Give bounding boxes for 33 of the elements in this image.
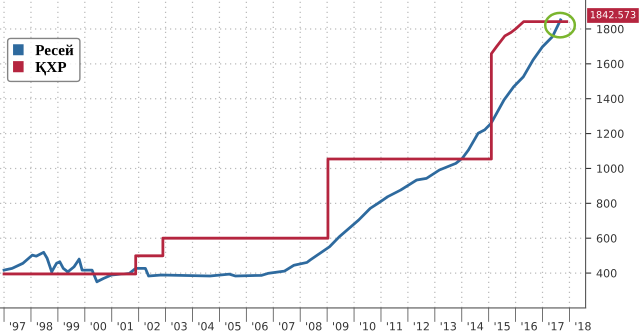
y-tick-label: 1800: [597, 24, 624, 34]
x-tick-label: '06: [252, 322, 268, 330]
y-tick-label: 1200: [597, 130, 624, 138]
y-tick-label: 800: [596, 199, 616, 208]
y-tick-label: 1600: [597, 60, 624, 68]
x-tick-label: '14: [468, 322, 484, 330]
x-tick-label: '02: [144, 322, 160, 330]
y-tick-label: 1000: [597, 164, 624, 173]
legend-label: ҚХР: [35, 62, 66, 76]
y-tick-label: 1400: [597, 94, 624, 104]
legend-label: Ресей: [35, 44, 74, 56]
x-tick-label: '05: [225, 322, 241, 330]
x-tick-label: '10: [360, 322, 376, 330]
x-tick-label: '98: [36, 322, 52, 330]
x-tick-label: '11: [386, 322, 402, 330]
x-tick-label: '97: [10, 322, 26, 330]
x-tick-label: '15: [494, 322, 510, 330]
x-tick-label: '04: [198, 322, 214, 330]
x-tick-label: '01: [118, 322, 133, 330]
x-tick-label: '03: [172, 322, 187, 330]
x-tick-label: '07: [279, 322, 294, 330]
x-tick-label: '09: [333, 322, 348, 330]
x-tick-label: '16: [522, 322, 537, 330]
x-tick-label: '12: [414, 322, 429, 330]
x-tick-label: '08: [306, 322, 322, 330]
x-tick-label: '13: [440, 322, 456, 330]
y-tick-label: 400: [596, 269, 616, 278]
x-tick-label: '99: [64, 322, 80, 330]
x-tick-label: '18: [575, 322, 591, 330]
text: 1842.573: [590, 10, 636, 18]
y-tick-label: 600: [596, 234, 616, 243]
x-tick-label: '17: [548, 322, 564, 330]
x-tick-label: '00: [90, 322, 106, 330]
